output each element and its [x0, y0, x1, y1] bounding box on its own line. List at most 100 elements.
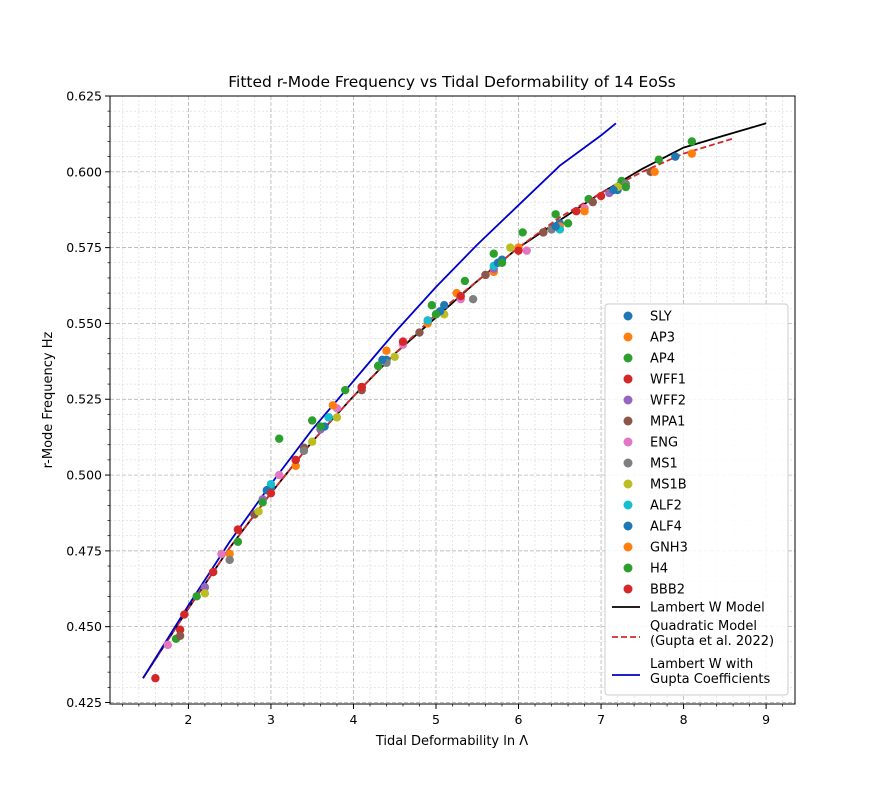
y-tick-label: 0.475	[66, 543, 102, 558]
point-ap3	[225, 549, 234, 559]
point-mpa1	[588, 197, 598, 207]
point-ap4	[654, 155, 664, 164]
point-bbb2	[456, 291, 465, 301]
point-h4	[316, 422, 325, 431]
legend-label-lambert-w-model-line: Lambert W Model	[650, 601, 765, 616]
lambert-w-gupta-line	[142, 122, 617, 679]
legend-marker-h4	[623, 563, 633, 573]
point-mpa1	[415, 328, 424, 337]
legend-marker-sly	[623, 311, 633, 321]
point-bbb2	[291, 455, 300, 465]
point-ap3	[687, 149, 697, 158]
legend-marker-mpa1	[623, 416, 633, 426]
y-axis-label: r-Mode Frequency Hz	[41, 332, 56, 469]
y-tick-label: 0.600	[66, 164, 102, 179]
scatter-points	[151, 137, 697, 683]
point-mpa1	[175, 631, 185, 640]
point-ap4	[233, 537, 243, 546]
point-h4	[563, 219, 573, 228]
legend-marker-ms1b	[623, 479, 633, 489]
point-ms1	[225, 555, 234, 565]
point-bbb2	[398, 337, 408, 346]
point-bbb2	[151, 674, 160, 683]
point-h4	[431, 310, 441, 319]
point-h4	[374, 361, 383, 371]
point-ms1b	[254, 507, 263, 516]
y-tick-label: 0.450	[66, 619, 102, 634]
y-tick-label: 0.525	[66, 392, 102, 407]
point-bbb2	[357, 382, 366, 392]
y-tick-label: 0.625	[66, 89, 102, 104]
legend-label-ap4: AP4	[650, 352, 675, 367]
point-alf4	[609, 185, 618, 195]
point-h4	[258, 498, 267, 507]
legend-label-quadratic-model-line: Quadratic Model (Gupta et al. 2022)	[650, 619, 774, 649]
point-ms1b	[390, 352, 399, 361]
legend-label-sly: SLY	[650, 310, 672, 325]
legend-label-alf2: ALF2	[650, 499, 682, 514]
point-ap4	[460, 276, 470, 286]
point-eng	[163, 640, 172, 650]
y-tick-label: 0.550	[66, 316, 102, 331]
x-tick-label: 7	[597, 712, 605, 727]
legend-marker-ap4	[623, 353, 633, 363]
point-wff1	[596, 191, 606, 201]
legend-marker-bbb2	[623, 584, 633, 594]
x-tick-label: 4	[349, 712, 357, 727]
legend-marker-alf4	[623, 521, 633, 531]
point-sly	[440, 301, 449, 310]
point-ap4	[427, 301, 437, 310]
point-alf2	[324, 413, 333, 422]
y-axis-ticks: 0.425 0.450 0.475 0.500 0.525 0.550 0.575 0.600…	[66, 89, 110, 710]
point-ap4	[307, 416, 317, 425]
point-mpa1	[481, 270, 490, 280]
point-ms1b	[200, 589, 210, 598]
legend-label-gnh3: GNH3	[650, 541, 688, 556]
legend-marker-gnh3	[623, 542, 633, 552]
x-axis-ticks: 2 3 4 5 6 7 8 9	[122, 704, 783, 727]
chart-title: Fitted r-Mode Frequency vs Tidal Deforma…	[228, 73, 675, 91]
point-ap4	[551, 210, 560, 219]
x-axis-label: Tidal Deformability ln Λ	[375, 734, 528, 749]
legend-marker-wff2	[623, 395, 633, 405]
legend-marker-wff1	[623, 374, 633, 384]
point-gnh3	[580, 207, 589, 216]
x-tick-label: 6	[515, 712, 523, 727]
point-ms1b	[332, 413, 342, 422]
y-tick-label: 0.500	[66, 468, 102, 483]
legend-marker-alf2	[623, 500, 633, 510]
legend-marker-ms1	[623, 458, 633, 468]
point-wff1	[175, 625, 185, 634]
point-gnh3	[650, 167, 659, 177]
point-ap4	[687, 137, 697, 146]
point-mpa1	[539, 228, 548, 237]
point-ap4	[489, 249, 498, 258]
y-tick-label: 0.575	[66, 240, 102, 255]
point-alf4	[551, 222, 560, 231]
point-bbb2	[572, 207, 581, 216]
point-bbb2	[514, 246, 523, 255]
point-eng	[274, 470, 284, 480]
point-bbb2	[208, 567, 218, 577]
point-ap4	[518, 228, 527, 237]
y-tick-label: 0.425	[66, 695, 102, 710]
legend-marker-eng	[623, 437, 633, 447]
point-ms1	[468, 294, 478, 304]
point-h4	[192, 592, 201, 601]
point-alf4	[378, 355, 387, 365]
point-ms1b	[506, 243, 515, 252]
x-tick-label: 5	[432, 712, 440, 727]
point-gnh3	[382, 346, 391, 355]
point-bbb2	[266, 489, 276, 498]
legend-label-eng: ENG	[650, 436, 678, 451]
legend-label-bbb2: BBB2	[650, 583, 685, 598]
legend-label-mpa1: MPA1	[650, 415, 685, 430]
x-tick-label: 9	[762, 712, 770, 727]
legend-label-lambert-w-gupta-line: Lambert W with Gupta Coefficients	[650, 657, 770, 687]
legend-label-h4: H4	[650, 562, 668, 577]
point-alf2	[423, 316, 432, 325]
point-ms1b	[307, 437, 317, 446]
point-eng	[217, 549, 226, 559]
legend: SLY AP3 AP4 WFF1 WFF2 MPA1 ENG MS1 MS1B ALF2 ALF4 G…	[604, 303, 789, 696]
